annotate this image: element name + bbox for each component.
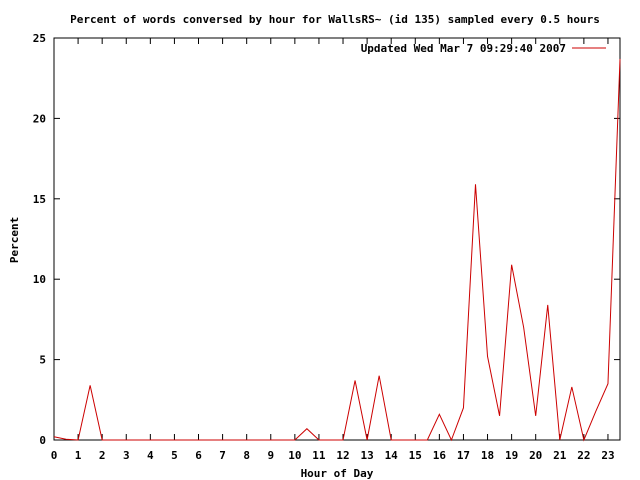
legend-label: Updated Wed Mar 7 09:29:40 2007 [361, 42, 566, 55]
y-tick-label: 15 [33, 193, 46, 206]
x-tick-label: 0 [51, 449, 58, 462]
series-line [53, 58, 621, 442]
x-tick-label: 17 [457, 449, 470, 462]
x-tick-label: 12 [336, 449, 349, 462]
y-tick-label: 20 [33, 112, 46, 125]
x-tick-label: 6 [195, 449, 202, 462]
x-tick-label: 14 [385, 449, 399, 462]
x-tick-label: 5 [171, 449, 178, 462]
x-tick-label: 7 [219, 449, 226, 462]
y-tick-label: 25 [33, 32, 46, 45]
x-tick-label: 13 [360, 449, 373, 462]
y-axis-label: Percent [8, 217, 21, 263]
x-tick-label: 16 [433, 449, 447, 462]
x-tick-label: 11 [312, 449, 326, 462]
x-tick-label: 21 [553, 449, 567, 462]
x-tick-label: 18 [481, 449, 494, 462]
y-tick-label: 5 [39, 354, 46, 367]
x-tick-label: 4 [147, 449, 154, 462]
y-tick-label: 10 [33, 273, 46, 286]
x-tick-label: 1 [75, 449, 82, 462]
x-tick-label: 20 [529, 449, 542, 462]
x-tick-label: 9 [267, 449, 274, 462]
x-tick-label: 23 [601, 449, 614, 462]
series-layer [53, 58, 621, 442]
x-tick-label: 19 [505, 449, 518, 462]
y-axis: 0 5 10 15 20 25 [33, 32, 620, 447]
x-axis-label: Hour of Day [301, 467, 374, 480]
x-tick-label: 15 [409, 449, 422, 462]
legend: Updated Wed Mar 7 09:29:40 2007 [361, 42, 606, 55]
x-tick-label: 3 [123, 449, 130, 462]
x-tick-label: 8 [243, 449, 250, 462]
chart-title: Percent of words conversed by hour for W… [70, 13, 600, 26]
y-tick-label: 0 [39, 434, 46, 447]
x-tick-label: 22 [577, 449, 590, 462]
x-tick-label: 2 [99, 449, 106, 462]
plot-frame [53, 37, 621, 441]
x-axis: 0 1 2 3 4 5 6 7 8 9 10 11 12 13 14 15 16 17 18 19 20 21 22 23 [51, 38, 615, 462]
x-tick-label: 10 [288, 449, 301, 462]
